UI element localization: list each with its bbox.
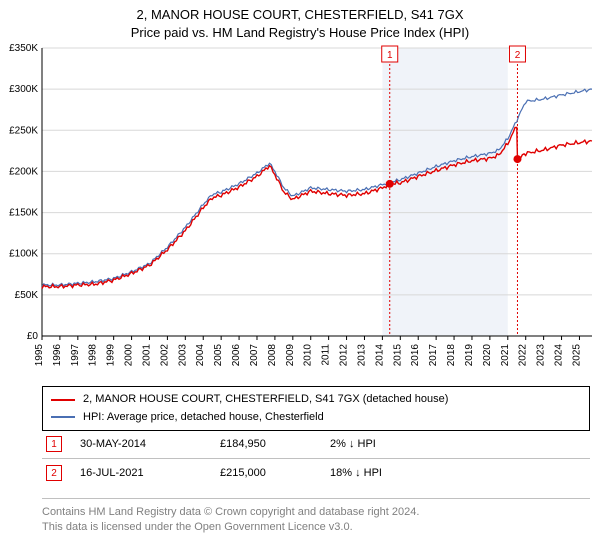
- svg-text:£100K: £100K: [9, 249, 38, 260]
- title-line-1: 2, MANOR HOUSE COURT, CHESTERFIELD, S41 …: [0, 6, 600, 24]
- transaction-row: 1 30-MAY-2014 £184,950 2% ↓ HPI: [42, 430, 590, 458]
- svg-text:2006: 2006: [231, 344, 242, 367]
- transaction-badge: 2: [46, 465, 62, 481]
- legend-row-price-paid: 2, MANOR HOUSE COURT, CHESTERFIELD, S41 …: [51, 391, 581, 409]
- svg-text:2009: 2009: [285, 344, 296, 367]
- legend-swatch-price-paid: [51, 399, 75, 401]
- transaction-row: 2 16-JUL-2021 £215,000 18% ↓ HPI: [42, 458, 590, 487]
- svg-text:2014: 2014: [374, 344, 385, 367]
- svg-text:2005: 2005: [213, 344, 224, 367]
- svg-text:£300K: £300K: [9, 84, 38, 95]
- footer-line-1: Contains HM Land Registry data © Crown c…: [42, 505, 590, 520]
- svg-text:£0: £0: [27, 331, 39, 342]
- legend-label-hpi: HPI: Average price, detached house, Ches…: [83, 409, 324, 427]
- svg-text:1995: 1995: [34, 344, 45, 367]
- svg-text:£200K: £200K: [9, 166, 38, 177]
- svg-text:£50K: £50K: [15, 290, 39, 301]
- svg-text:£350K: £350K: [9, 43, 38, 54]
- transaction-badge: 1: [46, 436, 62, 452]
- svg-text:2011: 2011: [321, 344, 332, 366]
- svg-text:2016: 2016: [410, 344, 421, 367]
- svg-text:£250K: £250K: [9, 125, 38, 136]
- transaction-date: 16-JUL-2021: [80, 467, 220, 479]
- title-line-2: Price paid vs. HM Land Registry's House …: [0, 24, 600, 42]
- svg-text:2004: 2004: [195, 344, 206, 367]
- svg-text:1: 1: [387, 50, 393, 61]
- transaction-delta: 2% ↓ HPI: [330, 438, 410, 450]
- svg-text:2002: 2002: [159, 344, 170, 367]
- transaction-price: £215,000: [220, 467, 330, 479]
- transaction-delta: 18% ↓ HPI: [330, 467, 410, 479]
- svg-text:2010: 2010: [303, 344, 314, 367]
- price-chart: £0£50K£100K£150K£200K£250K£300K£350K1995…: [42, 48, 592, 378]
- svg-text:1997: 1997: [70, 344, 81, 367]
- svg-text:2021: 2021: [500, 344, 511, 367]
- legend-swatch-hpi: [51, 416, 75, 418]
- svg-text:£150K: £150K: [9, 208, 38, 219]
- legend-box: 2, MANOR HOUSE COURT, CHESTERFIELD, S41 …: [42, 386, 590, 431]
- svg-text:2012: 2012: [339, 344, 350, 367]
- legend-row-hpi: HPI: Average price, detached house, Ches…: [51, 409, 581, 427]
- svg-text:2007: 2007: [249, 344, 260, 367]
- svg-text:2015: 2015: [392, 344, 403, 367]
- transactions-table: 1 30-MAY-2014 £184,950 2% ↓ HPI 2 16-JUL…: [42, 430, 590, 487]
- svg-text:2024: 2024: [554, 344, 565, 367]
- svg-text:2019: 2019: [464, 344, 475, 367]
- svg-text:2: 2: [515, 50, 521, 61]
- svg-text:2025: 2025: [571, 344, 582, 367]
- svg-text:1998: 1998: [88, 344, 99, 367]
- svg-text:2000: 2000: [124, 344, 135, 367]
- svg-text:2001: 2001: [141, 344, 152, 367]
- transaction-price: £184,950: [220, 438, 330, 450]
- svg-text:2017: 2017: [428, 344, 439, 367]
- svg-text:2003: 2003: [177, 344, 188, 367]
- svg-text:2008: 2008: [267, 344, 278, 367]
- svg-text:2022: 2022: [518, 344, 529, 367]
- svg-text:2018: 2018: [446, 344, 457, 367]
- svg-text:2023: 2023: [536, 344, 547, 367]
- legend-label-price-paid: 2, MANOR HOUSE COURT, CHESTERFIELD, S41 …: [83, 391, 448, 409]
- chart-title-block: 2, MANOR HOUSE COURT, CHESTERFIELD, S41 …: [0, 0, 600, 42]
- transaction-date: 30-MAY-2014: [80, 438, 220, 450]
- footer-line-2: This data is licensed under the Open Gov…: [42, 520, 590, 535]
- footer-attribution: Contains HM Land Registry data © Crown c…: [42, 498, 590, 536]
- svg-text:2013: 2013: [356, 344, 367, 367]
- svg-text:2020: 2020: [482, 344, 493, 367]
- svg-text:1996: 1996: [52, 344, 63, 367]
- svg-text:1999: 1999: [106, 344, 117, 367]
